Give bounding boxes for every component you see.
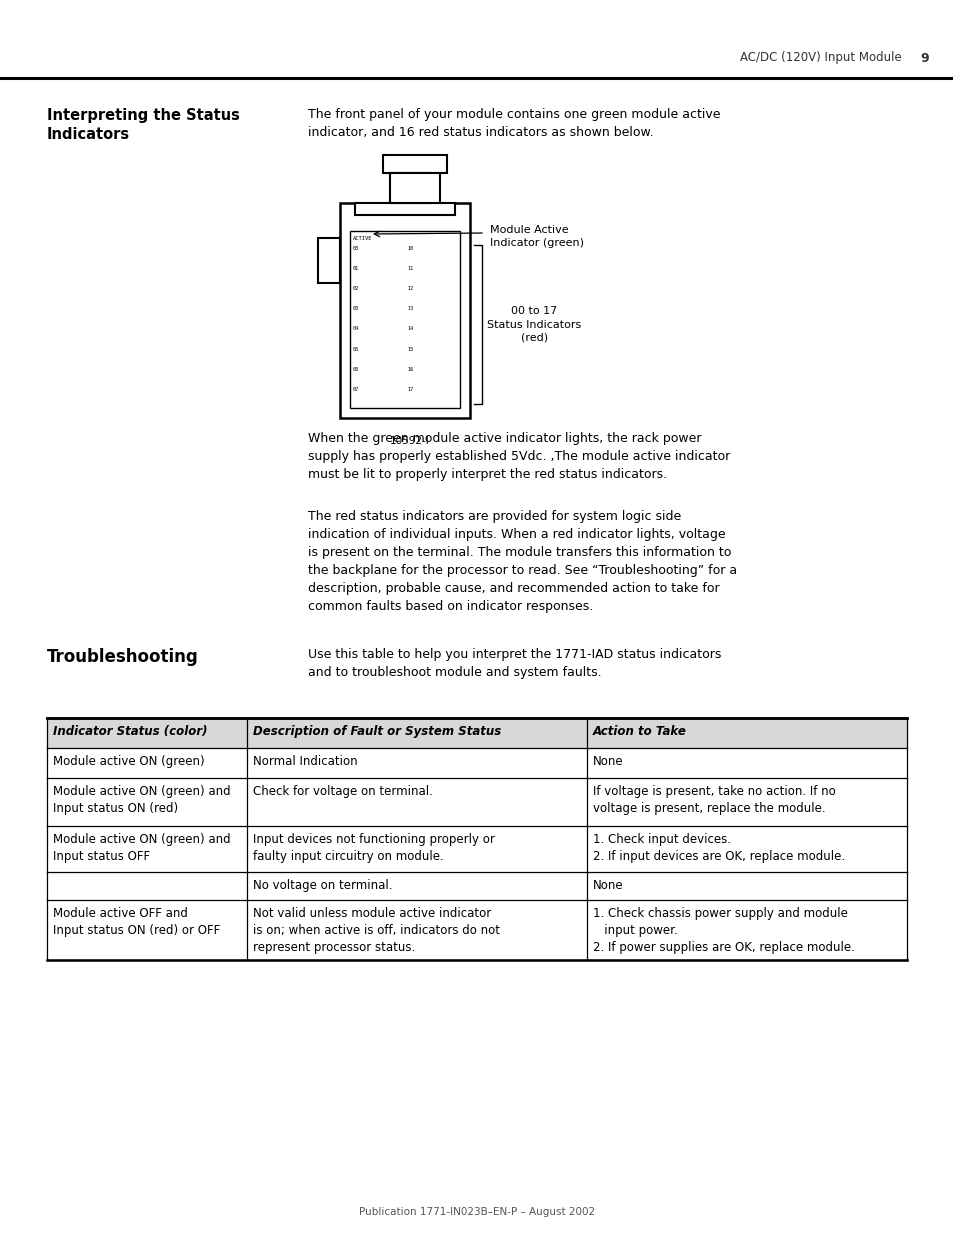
Text: No voltage on terminal.: No voltage on terminal. xyxy=(253,879,392,892)
Text: 02: 02 xyxy=(353,287,359,291)
Text: 04: 04 xyxy=(353,326,359,331)
Text: 01: 01 xyxy=(353,266,359,272)
Bar xyxy=(355,203,455,215)
Text: Module Active
Indicator (green): Module Active Indicator (green) xyxy=(490,225,583,248)
Text: When the green module active indicator lights, the rack power
supply has properl: When the green module active indicator l… xyxy=(308,432,729,480)
Text: Publication 1771-IN023B–EN-P – August 2002: Publication 1771-IN023B–EN-P – August 20… xyxy=(358,1207,595,1216)
Text: ACTIVE: ACTIVE xyxy=(353,236,372,241)
Text: Description of Fault or System Status: Description of Fault or System Status xyxy=(253,725,500,739)
Text: 06: 06 xyxy=(353,367,359,372)
Text: If voltage is present, take no action. If no
voltage is present, replace the mod: If voltage is present, take no action. I… xyxy=(593,785,835,815)
Text: Interpreting the Status
Indicators: Interpreting the Status Indicators xyxy=(47,107,239,142)
Text: Indicator Status (color): Indicator Status (color) xyxy=(53,725,208,739)
Text: 13: 13 xyxy=(407,306,413,311)
Text: Module active OFF and
Input status ON (red) or OFF: Module active OFF and Input status ON (r… xyxy=(53,906,220,937)
Text: 05: 05 xyxy=(353,347,359,352)
Text: 00 to 17
Status Indicators
(red): 00 to 17 Status Indicators (red) xyxy=(486,306,580,342)
Text: None: None xyxy=(593,755,623,768)
Text: 14: 14 xyxy=(407,326,413,331)
Text: 9: 9 xyxy=(920,52,928,64)
Text: 12: 12 xyxy=(407,287,413,291)
Bar xyxy=(339,203,470,417)
Text: AC/DC (120V) Input Module: AC/DC (120V) Input Module xyxy=(740,52,901,64)
Bar xyxy=(350,231,459,408)
Text: 00: 00 xyxy=(353,246,359,251)
Text: Not valid unless module active indicator
is on; when active is off, indicators d: Not valid unless module active indicator… xyxy=(253,906,499,953)
Text: Input devices not functioning properly or
faulty input circuitry on module.: Input devices not functioning properly o… xyxy=(253,832,495,863)
Text: Use this table to help you interpret the 1771-IAD status indicators
and to troub: Use this table to help you interpret the… xyxy=(308,648,720,679)
Text: Module active ON (green): Module active ON (green) xyxy=(53,755,204,768)
Text: Normal Indication: Normal Indication xyxy=(253,755,357,768)
Text: 07: 07 xyxy=(353,387,359,391)
Text: None: None xyxy=(593,879,623,892)
Bar xyxy=(390,173,439,203)
Text: The front panel of your module contains one green module active
indicator, and 1: The front panel of your module contains … xyxy=(308,107,720,140)
Text: Check for voltage on terminal.: Check for voltage on terminal. xyxy=(253,785,433,798)
Text: The red status indicators are provided for system logic side
indication of indiv: The red status indicators are provided f… xyxy=(308,510,737,613)
Text: Module active ON (green) and
Input status OFF: Module active ON (green) and Input statu… xyxy=(53,832,231,863)
Text: 1. Check input devices.
2. If input devices are OK, replace module.: 1. Check input devices. 2. If input devi… xyxy=(593,832,844,863)
Text: 1. Check chassis power supply and module
   input power.
2. If power supplies ar: 1. Check chassis power supply and module… xyxy=(593,906,854,953)
Text: Troubleshooting: Troubleshooting xyxy=(47,648,198,666)
Bar xyxy=(317,238,339,283)
Text: Module active ON (green) and
Input status ON (red): Module active ON (green) and Input statu… xyxy=(53,785,231,815)
Text: 03: 03 xyxy=(353,306,359,311)
Bar xyxy=(47,718,906,748)
Text: 17: 17 xyxy=(407,387,413,391)
Text: 16: 16 xyxy=(407,367,413,372)
Bar xyxy=(382,156,447,173)
Text: 11: 11 xyxy=(407,266,413,272)
Text: 10592-I: 10592-I xyxy=(390,436,430,446)
Text: Action to Take: Action to Take xyxy=(593,725,686,739)
Text: 10: 10 xyxy=(407,246,413,251)
Text: 15: 15 xyxy=(407,347,413,352)
